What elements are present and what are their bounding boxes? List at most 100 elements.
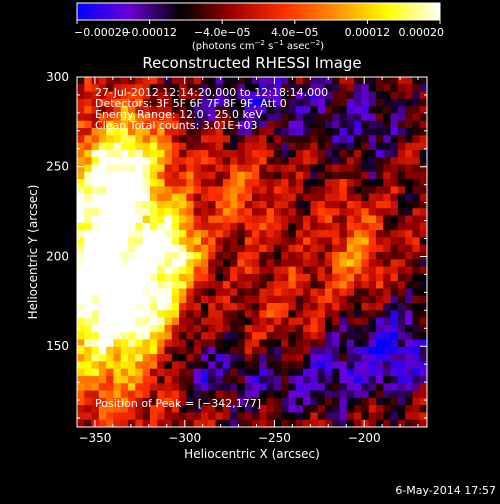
heatmap-cell bbox=[310, 317, 319, 326]
heatmap-cell bbox=[244, 281, 253, 290]
heatmap-cell bbox=[259, 128, 268, 136]
heatmap-cell bbox=[361, 186, 370, 195]
heatmap-cell bbox=[77, 149, 85, 158]
heatmap-cell bbox=[186, 142, 195, 151]
heatmap-cell bbox=[179, 237, 187, 246]
heatmap-cell bbox=[419, 252, 427, 260]
heatmap-cell bbox=[135, 164, 144, 173]
heatmap-cell bbox=[266, 339, 275, 348]
heatmap-cell bbox=[128, 113, 136, 122]
heatmap-cell bbox=[120, 317, 129, 326]
heatmap-cell bbox=[120, 375, 129, 384]
heatmap-cell bbox=[252, 368, 260, 377]
heatmap-cell bbox=[215, 324, 224, 333]
heatmap-cell bbox=[324, 142, 333, 151]
heatmap-cell bbox=[149, 295, 158, 304]
heatmap-cell bbox=[230, 215, 239, 224]
heatmap-cell bbox=[120, 295, 129, 304]
info-annotation-line: Detectors: 3F 5F 6F 7F 8F 9F, Att 0 bbox=[95, 97, 287, 110]
heatmap-cell bbox=[113, 113, 122, 122]
heatmap-cell bbox=[361, 303, 370, 311]
heatmap-cell bbox=[383, 222, 392, 231]
heatmap-cell bbox=[375, 303, 384, 311]
heatmap-cell bbox=[375, 208, 384, 217]
heatmap-cell bbox=[128, 135, 136, 144]
heatmap-cell bbox=[106, 244, 115, 253]
heatmap-cell bbox=[339, 200, 348, 209]
heatmap-cell bbox=[266, 419, 275, 427]
heatmap-cell bbox=[200, 303, 209, 311]
heatmap-cell bbox=[135, 273, 144, 282]
heatmap-cell bbox=[113, 179, 122, 187]
heatmap-cell bbox=[310, 142, 319, 151]
heatmap-cell bbox=[193, 106, 202, 115]
heatmap-cell bbox=[113, 77, 122, 85]
heatmap-cell bbox=[252, 244, 260, 253]
heatmap-cell bbox=[113, 215, 122, 224]
heatmap-cell bbox=[128, 91, 136, 100]
heatmap-cell bbox=[354, 106, 362, 115]
heatmap-cell bbox=[142, 186, 151, 195]
heatmap-cell bbox=[259, 215, 268, 224]
heatmap-cell bbox=[332, 142, 341, 151]
heatmap-cell bbox=[273, 230, 282, 239]
heatmap-cell bbox=[149, 281, 158, 290]
heatmap-cell bbox=[77, 259, 85, 268]
heatmap-cell bbox=[281, 222, 290, 231]
heatmap-cell bbox=[397, 120, 406, 129]
heatmap-cell bbox=[375, 412, 384, 421]
heatmap-cell bbox=[361, 120, 370, 129]
heatmap-cell bbox=[252, 128, 260, 136]
heatmap-cell bbox=[303, 91, 311, 100]
heatmap-cell bbox=[113, 354, 122, 362]
heatmap-cell bbox=[106, 324, 115, 333]
heatmap-cell bbox=[383, 354, 392, 362]
heatmap-cell bbox=[324, 113, 333, 122]
heatmap-cell bbox=[135, 179, 144, 187]
heatmap-cell bbox=[259, 98, 268, 107]
heatmap-cell bbox=[273, 98, 282, 107]
heatmap-cell bbox=[390, 149, 399, 158]
heatmap-cell bbox=[193, 252, 202, 260]
heatmap-cell bbox=[149, 317, 158, 326]
heatmap-cell bbox=[120, 106, 129, 115]
heatmap-cell bbox=[120, 113, 129, 122]
heatmap-cell bbox=[412, 84, 421, 93]
heatmap-cell bbox=[332, 193, 341, 202]
heatmap-cell bbox=[98, 332, 107, 341]
heatmap-cell bbox=[171, 84, 180, 93]
heatmap-cell bbox=[332, 368, 341, 377]
heatmap-cell bbox=[405, 368, 414, 377]
heatmap-cell bbox=[324, 77, 333, 85]
heatmap-cell bbox=[252, 361, 260, 370]
heatmap-cell bbox=[375, 288, 384, 297]
heatmap-cell bbox=[339, 237, 348, 246]
heatmap-cell bbox=[215, 142, 224, 151]
heatmap-cell bbox=[346, 113, 355, 122]
heatmap-cell bbox=[295, 368, 304, 377]
heatmap-cell bbox=[317, 244, 326, 253]
heatmap-cell bbox=[412, 237, 421, 246]
heatmap-cell bbox=[157, 179, 166, 187]
heatmap-cell bbox=[77, 157, 85, 166]
heatmap-cell bbox=[383, 200, 392, 209]
heatmap-cell bbox=[222, 149, 231, 158]
heatmap-cell bbox=[200, 266, 209, 275]
heatmap-cell bbox=[113, 252, 122, 260]
heatmap-cell bbox=[244, 149, 253, 158]
heatmap-cell bbox=[259, 186, 268, 195]
heatmap-cell bbox=[193, 135, 202, 144]
heatmap-cell bbox=[317, 222, 326, 231]
heatmap-cell bbox=[259, 354, 268, 362]
heatmap-cell bbox=[77, 303, 85, 311]
heatmap-cell bbox=[390, 186, 399, 195]
heatmap-cell bbox=[375, 244, 384, 253]
colorbar bbox=[76, 2, 441, 21]
heatmap-cell bbox=[295, 354, 304, 362]
heatmap-cell bbox=[149, 128, 158, 136]
heatmap-cell bbox=[361, 77, 370, 85]
heatmap-cell bbox=[303, 295, 311, 304]
heatmap-cell bbox=[84, 179, 93, 187]
heatmap-cell bbox=[200, 288, 209, 297]
